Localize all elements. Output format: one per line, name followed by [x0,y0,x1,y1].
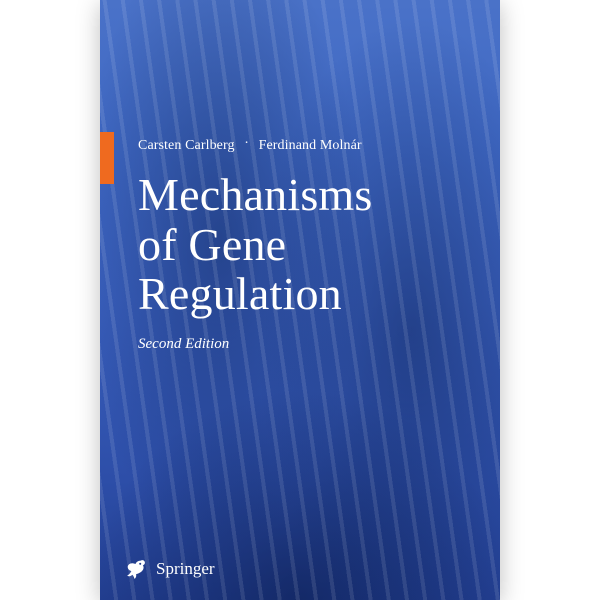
author-line: Carsten Carlberg · Ferdinand Molnár [138,138,362,154]
accent-tab [100,132,114,184]
author-1: Carsten Carlberg [138,138,235,153]
title-line-1: Mechanisms [138,170,373,220]
page-background: Carsten Carlberg · Ferdinand Molnár Mech… [0,0,600,600]
book-title: Mechanisms of Gene Regulation [138,170,373,319]
book-cover: Carsten Carlberg · Ferdinand Molnár Mech… [100,0,500,600]
springer-horse-icon [122,556,148,582]
title-line-3: Regulation [138,269,373,319]
publisher-name: Springer [156,559,215,579]
author-separator: · [244,136,249,152]
author-2: Ferdinand Molnár [259,138,362,153]
title-line-2: of Gene [138,220,373,270]
publisher-block: Springer [122,556,215,582]
edition-label: Second Edition [138,336,229,353]
